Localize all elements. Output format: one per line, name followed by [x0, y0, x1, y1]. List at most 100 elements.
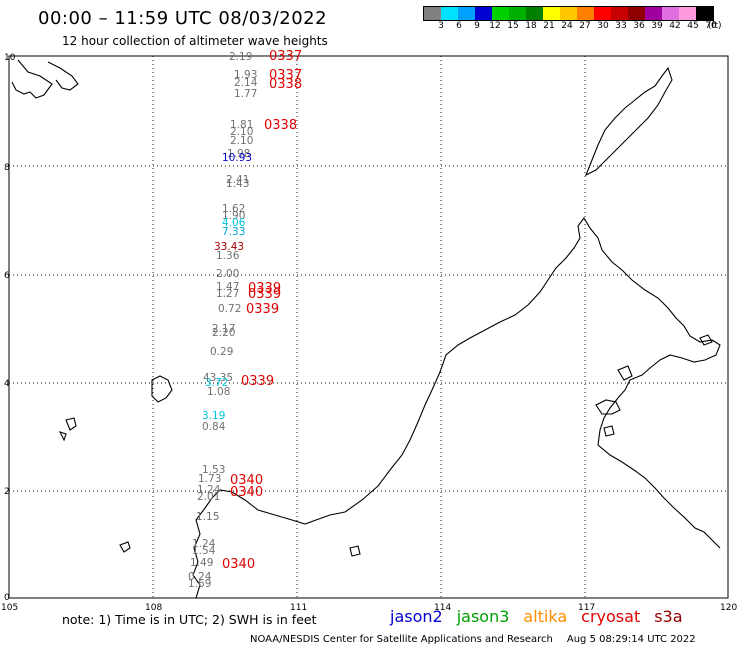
wave-height-value: 0.24 [188, 571, 212, 583]
legend-swatch [475, 7, 492, 20]
legend-swatch [526, 7, 543, 20]
lat-label: 4 [4, 379, 10, 389]
footer-note: note: 1) Time is in UTC; 2) SWH is in fe… [62, 612, 317, 627]
legend-label: 6 [456, 21, 462, 31]
legend-swatch [441, 7, 458, 20]
legend-label: 15 [507, 21, 519, 31]
wave-height-value: 1.73 [198, 473, 221, 485]
lat-label: 2 [4, 487, 10, 497]
legend-swatch [560, 7, 577, 20]
wave-height-value: 2.20 [212, 327, 235, 339]
wave-height-value: 1.53 [202, 464, 225, 476]
wave-height-value: 33.43 [214, 241, 244, 253]
latitude-labels: 10 8 6 4 2 0 [4, 53, 16, 603]
longitude-labels: 105 108 111 114 117 120 [1, 603, 737, 613]
lon-label: 120 [720, 603, 737, 613]
legend-label: 70 [705, 21, 717, 31]
wave-height-observations: 2.191.932.141.771.812.102.101.9810.932.4… [188, 51, 258, 590]
wave-height-value: 3.19 [202, 410, 225, 422]
page-title: 00:00 – 11:59 UTC 08/03/2022 [38, 8, 328, 29]
wave-height-value: 2.17 [212, 323, 235, 335]
color-legend-labels: 3 6 9 12 15 18 21 24 27 30 33 36 39 42 45 70 [423, 21, 720, 31]
wave-height-value: 1.24 [192, 538, 216, 550]
satellite-name: altika [523, 607, 568, 626]
lon-label: 114 [434, 603, 451, 613]
legend-label: 30 [597, 21, 609, 31]
wave-height-value: 1.49 [190, 557, 213, 569]
wave-height-value: 2.01 [197, 491, 220, 503]
wave-height-value: 1.62 [222, 203, 245, 215]
legend-label: 12 [489, 21, 501, 31]
pass-time-label: 0338 [269, 77, 302, 92]
pass-time-label: 0339 [248, 287, 281, 302]
wave-height-value: 43.35 [203, 372, 233, 384]
legend-label: 9 [474, 21, 480, 31]
sabah-islands [595, 334, 713, 437]
legend-label: 45 [687, 21, 699, 31]
wave-height-value: 1.69 [188, 578, 211, 590]
pass-time-label: 0340 [230, 485, 263, 500]
pass-time-label: 0337 [269, 68, 302, 83]
wave-height-value: 1.43 [226, 178, 249, 190]
wave-height-value: 1.90 [222, 210, 245, 222]
wave-height-value: 2.19 [229, 51, 252, 63]
map-frame [8, 55, 729, 599]
lat-label: 6 [4, 271, 10, 281]
color-legend [423, 6, 714, 21]
legend-label: 3 [438, 21, 444, 31]
legend-label: 39 [651, 21, 663, 31]
wave-height-value: 1.81 [230, 119, 253, 131]
pass-time-label: 0340 [230, 473, 263, 488]
legend-swatch [628, 7, 645, 20]
pass-time-label: 0337 [269, 49, 302, 64]
wave-height-value: 2.41 [226, 174, 249, 186]
natuna-islands [151, 375, 173, 403]
wave-height-value: 1.54 [192, 545, 216, 557]
wave-height-value: 0.84 [202, 421, 226, 433]
palawan-coast [584, 66, 673, 177]
wave-height-value: 1.47 [216, 281, 239, 293]
lon-label: 117 [578, 603, 595, 613]
wave-height-value: 2.10 [230, 135, 253, 147]
generated-timestamp: Aug 5 08:29:14 UTC 2022 [566, 634, 696, 645]
legend-unit: (ft) [708, 21, 722, 31]
satellite-legend: jason2 jason3 altika cryosat s3a [390, 607, 697, 626]
legend-label: 24 [561, 21, 573, 31]
legend-swatch [679, 7, 696, 20]
legend-label: 42 [669, 21, 681, 31]
wave-height-value: 1.98 [227, 148, 250, 160]
wave-height-value: 7.33 [222, 226, 245, 238]
lon-label: 111 [290, 603, 307, 613]
legend-swatch [492, 7, 509, 20]
wave-height-value: 1.93 [234, 69, 257, 81]
legend-swatch [509, 7, 526, 20]
lat-label: 8 [4, 163, 10, 173]
credit-text: NOAA/NESDIS Center for Satellite Applica… [250, 634, 553, 645]
wave-height-value: 0.72 [218, 303, 241, 315]
lat-label: 0 [4, 593, 10, 603]
anambas-islands [58, 417, 361, 557]
pass-time-label: 0340 [222, 557, 255, 572]
wave-height-value: 3.72 [205, 377, 228, 389]
wave-height-value: 1.27 [216, 288, 239, 300]
wave-height-value: 2.00 [216, 268, 239, 280]
satellite-name: s3a [654, 607, 683, 626]
wave-height-value: 4.06 [222, 217, 246, 229]
satellite-name: jason3 [456, 607, 510, 626]
credit-line: NOAA/NESDIS Center for Satellite Applica… [250, 634, 696, 645]
legend-swatch [424, 7, 441, 20]
wave-height-value: 2.10 [230, 126, 253, 138]
legend-swatch [577, 7, 594, 20]
legend-label: 18 [525, 21, 537, 31]
coastlines [11, 59, 721, 599]
wave-height-value: 1.15 [196, 511, 219, 523]
wave-height-value: 2.14 [234, 77, 258, 89]
legend-label: 33 [615, 21, 627, 31]
legend-swatch [645, 7, 662, 20]
page-subtitle: 12 hour collection of altimeter wave hei… [62, 34, 328, 48]
borneo-coast [192, 217, 721, 599]
lat-label: 10 [4, 53, 16, 63]
legend-swatch [611, 7, 628, 20]
legend-swatch [662, 7, 679, 20]
